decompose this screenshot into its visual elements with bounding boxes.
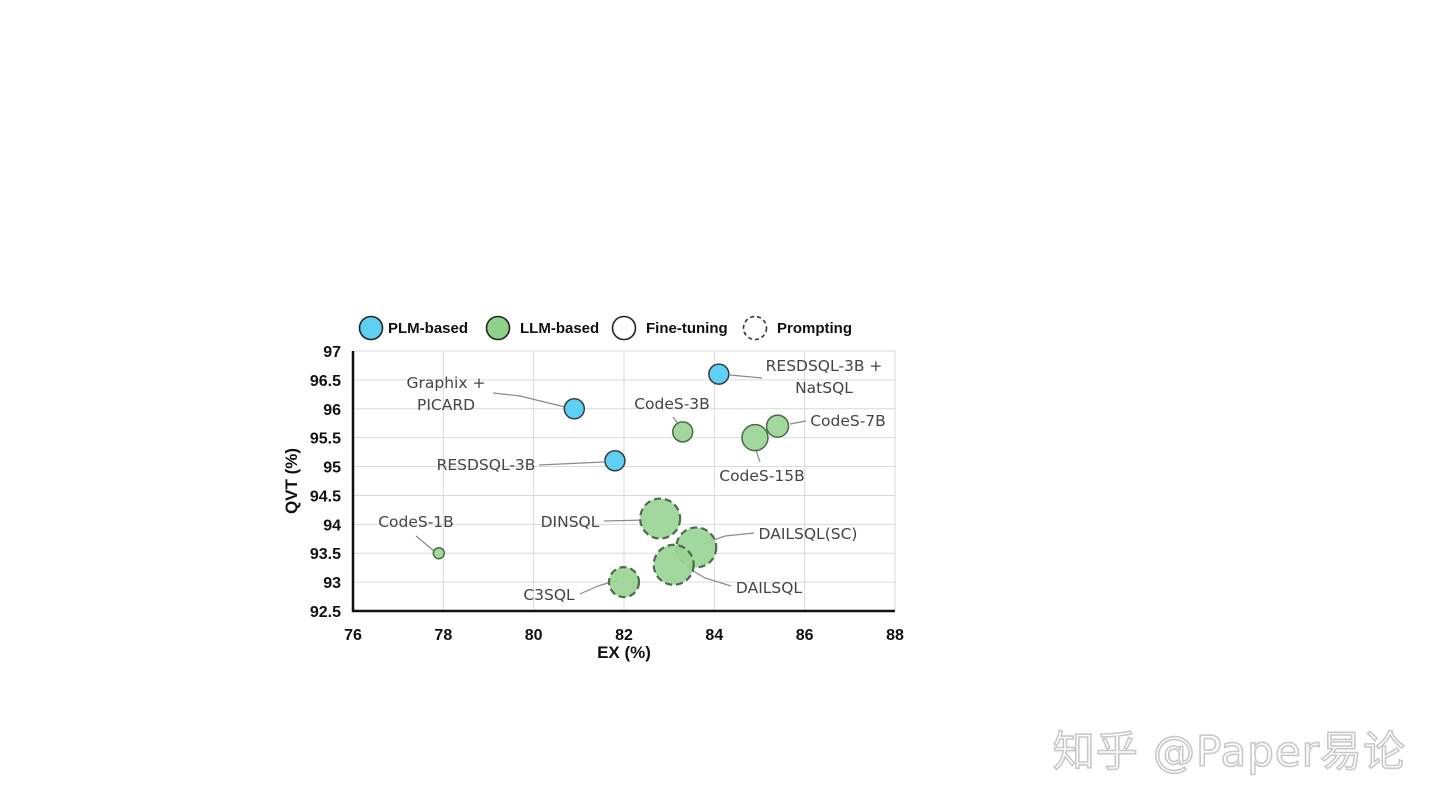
data-point-codes-15b xyxy=(741,423,769,452)
y-tick-label: 94.5 xyxy=(310,488,341,505)
y-tick-label: 92.5 xyxy=(310,604,341,621)
legend-marker xyxy=(742,315,768,341)
point-label: CodeS-15B xyxy=(719,467,804,485)
data-point-dinsql xyxy=(639,497,682,540)
y-tick-label: 95.5 xyxy=(310,431,341,448)
x-tick-label: 86 xyxy=(796,627,814,644)
y-tick-label: 93.5 xyxy=(310,546,341,563)
legend-item: LLM-based xyxy=(485,315,599,341)
y-axis-title: QVT (%) xyxy=(282,448,301,514)
leader-line xyxy=(729,374,763,379)
point-label: Graphix + xyxy=(407,374,486,392)
x-tick-label: 88 xyxy=(886,627,904,644)
legend-item: Prompting xyxy=(742,315,852,341)
legend-label: Prompting xyxy=(777,320,852,337)
point-labels: Graphix + PICARD RESDSQL-3B + NatSQL RESDSQL… xyxy=(378,357,886,604)
y-tick-label: 94 xyxy=(323,517,341,534)
legend-marker xyxy=(358,315,384,341)
data-point-resdsql-3b xyxy=(604,450,626,472)
data-point-resdsql-3b-natsql xyxy=(708,363,730,385)
x-tick-label: 76 xyxy=(344,627,362,644)
legend-label: PLM-based xyxy=(388,320,468,337)
y-tick-label: 95 xyxy=(323,460,341,477)
x-tick-label: 78 xyxy=(434,627,452,644)
y-tick-label: 97 xyxy=(323,344,341,361)
x-tick-label: 82 xyxy=(615,627,633,644)
point-label: NatSQL xyxy=(795,379,853,397)
leader-line xyxy=(538,461,605,466)
data-point-dailsql xyxy=(652,543,695,586)
y-tick-label: 96 xyxy=(323,402,341,419)
data-points xyxy=(432,363,790,599)
x-tick-label: 84 xyxy=(705,627,723,644)
point-label: PICARD xyxy=(417,396,475,414)
x-tick-label: 80 xyxy=(525,627,543,644)
data-point-codes-3b xyxy=(671,421,694,443)
y-tick-label: 93 xyxy=(323,575,341,592)
legend-marker xyxy=(611,315,637,341)
point-label: DAILSQL(SC) xyxy=(759,525,858,543)
point-label: C3SQL xyxy=(523,586,575,604)
x-axis-title: EX (%) xyxy=(597,643,651,662)
legend-marker xyxy=(485,315,511,341)
point-label: CodeS-7B xyxy=(810,412,886,430)
leader-line xyxy=(789,420,807,425)
legend-label: LLM-based xyxy=(520,320,599,337)
data-point-c3sql xyxy=(607,566,641,599)
point-label: DINSQL xyxy=(541,513,600,531)
leader-line xyxy=(415,535,435,552)
watermark: 知乎 @Paper易论 xyxy=(1052,726,1406,777)
point-label: DAILSQL xyxy=(736,579,803,597)
point-label: CodeS-1B xyxy=(378,513,454,531)
legend-label: Fine-tuning xyxy=(646,320,728,337)
data-point-codes-1b xyxy=(432,546,446,560)
point-label: RESDSQL-3B xyxy=(437,456,536,474)
data-point-graphix-picard xyxy=(563,398,586,420)
legend-item: Fine-tuning xyxy=(611,315,728,341)
point-label: CodeS-3B xyxy=(634,395,710,413)
legend-item: PLM-based xyxy=(358,315,468,341)
point-label: RESDSQL-3B + xyxy=(766,357,883,375)
y-tick-label: 96.5 xyxy=(310,373,341,390)
leader-line xyxy=(492,392,566,408)
data-point-codes-7b xyxy=(765,414,790,438)
